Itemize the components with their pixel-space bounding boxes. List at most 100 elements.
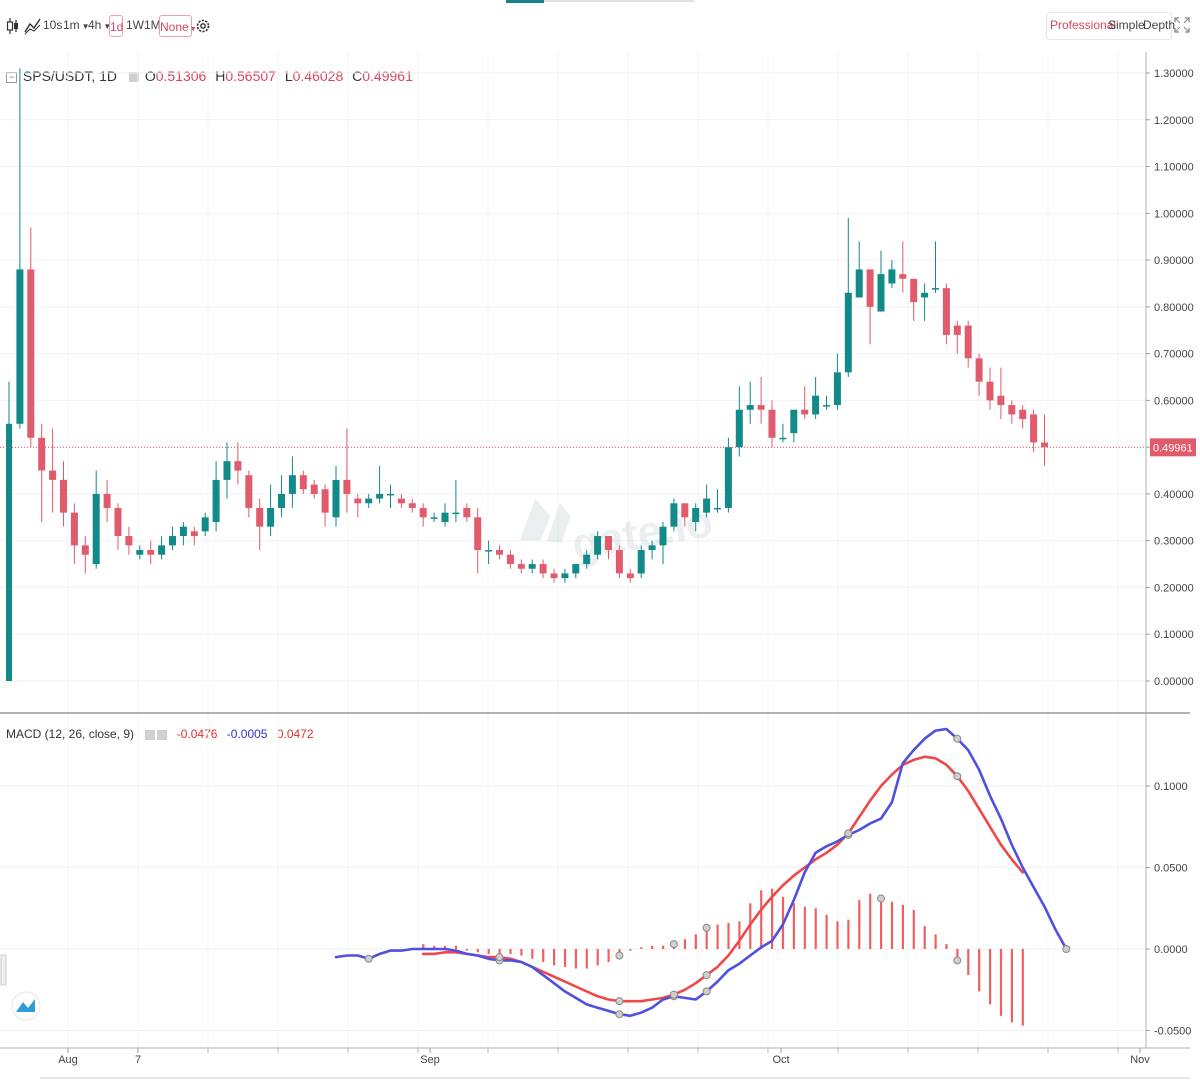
histogram-bar	[553, 949, 556, 966]
candle-body	[125, 536, 133, 546]
last-price-line: 0.49961	[0, 438, 1196, 457]
candle-body	[169, 536, 176, 546]
open-label: O	[144, 68, 156, 84]
histogram-bar	[585, 949, 588, 969]
candle-body	[397, 498, 405, 504]
histogram-bar	[498, 949, 501, 954]
high-label: H	[215, 68, 226, 84]
indicators-icon[interactable]	[24, 17, 42, 35]
price-tick-label: 0.80000	[1154, 302, 1194, 314]
histogram-bar	[662, 945, 665, 949]
candle-body	[463, 507, 471, 518]
settings-gear-icon[interactable]	[195, 18, 211, 34]
interval-1m[interactable]: 1m ▼	[63, 18, 90, 32]
candle-body	[234, 461, 242, 471]
candle-body	[474, 517, 482, 551]
anchor-point	[615, 997, 624, 1006]
candle-body	[201, 517, 209, 532]
histogram-bar	[563, 949, 567, 967]
active-tab-indicator	[506, 0, 544, 3]
histogram-bar	[989, 949, 992, 1005]
histogram-bar	[738, 921, 741, 949]
last-price-badge	[1150, 438, 1196, 457]
histogram-bar	[640, 947, 643, 949]
candle-body	[539, 564, 547, 574]
price-tick-label: 1.00000	[1154, 208, 1194, 220]
chart-style-select[interactable]: None▼	[159, 15, 197, 37]
time-tick-label: Sep	[420, 1054, 440, 1066]
interval-1M[interactable]: 1M	[144, 18, 161, 32]
candle-body	[38, 437, 46, 471]
histogram-bar	[454, 945, 458, 949]
interval-10s[interactable]: 10s	[43, 18, 63, 32]
candle-body	[190, 531, 198, 537]
candle-body	[692, 507, 700, 522]
price-tick-label: 0.90000	[1154, 255, 1194, 267]
histogram-bar	[858, 900, 861, 949]
price-tick-label: 1.20000	[1154, 115, 1194, 127]
candle-body	[986, 381, 994, 401]
interval-4h[interactable]: 4h ▼	[88, 18, 111, 32]
candle-body	[997, 395, 1005, 406]
histogram-bar	[923, 926, 926, 949]
candle-body	[92, 493, 100, 565]
histogram-bar	[956, 949, 959, 961]
candle-body	[888, 269, 896, 284]
candle-body	[278, 493, 285, 508]
candle-body	[626, 573, 634, 579]
high-value: 0.56507	[225, 68, 276, 84]
macd-tick-label: 0.1000	[1154, 781, 1188, 793]
candle-body	[572, 564, 580, 574]
candle-body	[60, 479, 67, 513]
candle-body	[27, 269, 35, 438]
histogram-bar	[683, 939, 686, 949]
candle-style-icon[interactable]	[6, 17, 20, 35]
interval-1d[interactable]: 1d	[109, 15, 123, 37]
histogram-bar	[912, 909, 915, 949]
candle-body	[419, 507, 427, 518]
candle-body	[724, 447, 732, 508]
candle-body	[81, 545, 89, 555]
histogram-bar	[803, 906, 806, 949]
anchor-point	[495, 953, 504, 962]
candle-body	[768, 409, 776, 438]
grid	[0, 52, 1146, 1048]
candle-body	[615, 550, 623, 574]
candle-body	[114, 507, 122, 537]
macd-lines	[334, 727, 1071, 1019]
histogram-bar	[825, 914, 828, 949]
time-tick-label: 7	[135, 1054, 141, 1066]
view-simple[interactable]: Simple	[1108, 18, 1145, 32]
candle-body	[648, 545, 656, 551]
macd-close-icon[interactable]	[157, 729, 168, 740]
candle-body	[866, 269, 874, 307]
candle-body	[452, 512, 460, 515]
chevron-down-icon: ▼	[81, 22, 90, 31]
interval-1w[interactable]: 1W	[126, 18, 144, 32]
fullscreen-icon[interactable]	[1174, 17, 1190, 33]
histogram-bar	[716, 924, 719, 949]
candle-body	[310, 484, 318, 494]
candle-body	[267, 507, 275, 527]
view-professional[interactable]: Professional	[1050, 18, 1117, 32]
candle-body	[321, 489, 329, 513]
tab-strip	[544, 0, 694, 2]
view-depth[interactable]: Depth	[1143, 18, 1176, 32]
legend-settings-icon[interactable]	[128, 72, 139, 83]
time-tick-label: Oct	[772, 1054, 789, 1066]
histogram-bar	[476, 949, 479, 953]
macd-settings-icon[interactable]	[145, 729, 156, 740]
candle-body	[1019, 409, 1027, 420]
histogram-bar	[1021, 949, 1024, 1026]
candle-body	[855, 269, 863, 298]
last-price-label: 0.49961	[1153, 442, 1193, 454]
anchor-point	[953, 956, 962, 965]
anchor-point	[669, 940, 678, 949]
candle-body	[757, 405, 765, 410]
collapse-icon[interactable]: −	[6, 71, 17, 83]
macd-histogram	[422, 888, 1024, 1026]
anchor-point	[844, 829, 853, 838]
histogram-bar	[465, 949, 468, 951]
close-value: 0.49961	[362, 68, 413, 84]
